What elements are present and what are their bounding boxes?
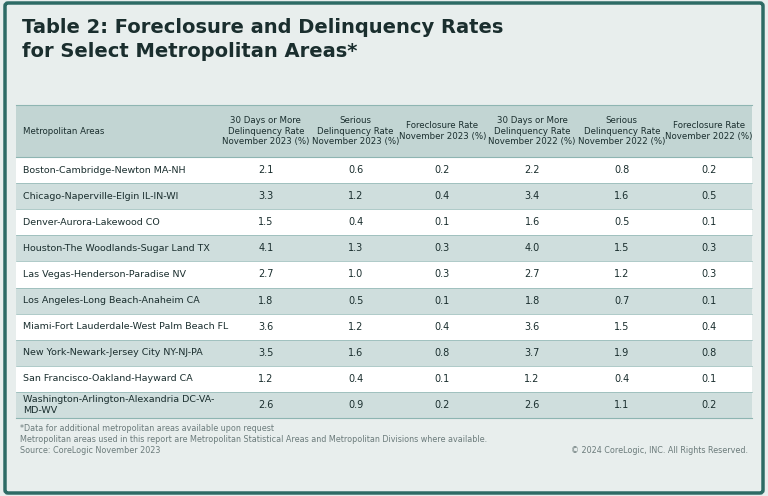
Text: 0.1: 0.1	[701, 374, 717, 384]
Text: *Data for additional metropolitan areas available upon request: *Data for additional metropolitan areas …	[20, 424, 274, 433]
Text: 0.1: 0.1	[701, 296, 717, 306]
Text: Denver-Aurora-Lakewood CO: Denver-Aurora-Lakewood CO	[23, 218, 160, 227]
Text: 1.6: 1.6	[614, 191, 630, 201]
Text: 1.9: 1.9	[614, 348, 630, 358]
Text: 0.2: 0.2	[435, 400, 450, 410]
FancyBboxPatch shape	[16, 366, 752, 392]
FancyBboxPatch shape	[16, 392, 752, 418]
Text: 3.7: 3.7	[525, 348, 540, 358]
Text: 2.6: 2.6	[258, 400, 273, 410]
Text: 3.6: 3.6	[258, 321, 273, 332]
Text: Foreclosure Rate
November 2023 (%): Foreclosure Rate November 2023 (%)	[399, 121, 486, 141]
Text: 0.9: 0.9	[348, 400, 363, 410]
Text: San Francisco-Oakland-Hayward CA: San Francisco-Oakland-Hayward CA	[23, 374, 193, 383]
Text: 1.0: 1.0	[348, 269, 363, 279]
Text: 0.4: 0.4	[435, 191, 450, 201]
Text: 0.3: 0.3	[701, 244, 717, 253]
FancyBboxPatch shape	[16, 261, 752, 288]
Text: 1.2: 1.2	[348, 321, 363, 332]
Text: 0.2: 0.2	[701, 400, 717, 410]
Text: 1.5: 1.5	[258, 217, 273, 227]
Text: 0.1: 0.1	[701, 217, 717, 227]
Text: 1.6: 1.6	[348, 348, 363, 358]
Text: 0.7: 0.7	[614, 296, 630, 306]
FancyBboxPatch shape	[16, 105, 752, 157]
Text: 0.1: 0.1	[435, 374, 450, 384]
Text: 0.8: 0.8	[435, 348, 450, 358]
Text: 0.2: 0.2	[701, 165, 717, 175]
Text: New York-Newark-Jersey City NY-NJ-PA: New York-Newark-Jersey City NY-NJ-PA	[23, 348, 203, 357]
Text: 0.2: 0.2	[435, 165, 450, 175]
Text: Foreclosure Rate
November 2022 (%): Foreclosure Rate November 2022 (%)	[665, 121, 753, 141]
Text: 1.5: 1.5	[614, 244, 630, 253]
Text: 30 Days or More
Delinquency Rate
November 2023 (%): 30 Days or More Delinquency Rate Novembe…	[222, 116, 310, 146]
Text: 2.7: 2.7	[258, 269, 273, 279]
Text: 2.7: 2.7	[525, 269, 540, 279]
Text: 1.2: 1.2	[348, 191, 363, 201]
FancyBboxPatch shape	[16, 313, 752, 340]
Text: 0.5: 0.5	[614, 217, 630, 227]
Text: 3.4: 3.4	[525, 191, 540, 201]
Text: 0.3: 0.3	[701, 269, 717, 279]
Text: 2.6: 2.6	[525, 400, 540, 410]
FancyBboxPatch shape	[16, 183, 752, 209]
Text: 0.3: 0.3	[435, 269, 450, 279]
Text: 0.8: 0.8	[614, 165, 630, 175]
Text: Source: CoreLogic November 2023: Source: CoreLogic November 2023	[20, 446, 161, 455]
Text: Metropolitan areas used in this report are Metropolitan Statistical Areas and Me: Metropolitan areas used in this report a…	[20, 435, 487, 444]
Text: 2.1: 2.1	[258, 165, 273, 175]
Text: Boston-Cambridge-Newton MA-NH: Boston-Cambridge-Newton MA-NH	[23, 166, 186, 175]
Text: Serious
Delinquency Rate
November 2022 (%): Serious Delinquency Rate November 2022 (…	[578, 116, 666, 146]
Text: 0.5: 0.5	[348, 296, 363, 306]
Text: 3.6: 3.6	[525, 321, 540, 332]
Text: Houston-The Woodlands-Sugar Land TX: Houston-The Woodlands-Sugar Land TX	[23, 244, 210, 253]
Text: 1.8: 1.8	[525, 296, 540, 306]
FancyBboxPatch shape	[16, 340, 752, 366]
Text: 0.4: 0.4	[435, 321, 450, 332]
Text: 4.1: 4.1	[258, 244, 273, 253]
Text: 1.6: 1.6	[525, 217, 540, 227]
Text: 1.3: 1.3	[348, 244, 363, 253]
Text: 1.2: 1.2	[258, 374, 273, 384]
Text: © 2024 CoreLogic, INC. All Rights Reserved.: © 2024 CoreLogic, INC. All Rights Reserv…	[571, 446, 748, 455]
Text: 1.1: 1.1	[614, 400, 630, 410]
Text: 3.5: 3.5	[258, 348, 273, 358]
Text: 0.6: 0.6	[348, 165, 363, 175]
Text: 4.0: 4.0	[525, 244, 540, 253]
Text: Washington-Arlington-Alexandria DC-VA-
MD-WV: Washington-Arlington-Alexandria DC-VA- M…	[23, 395, 214, 415]
Text: 0.5: 0.5	[701, 191, 717, 201]
Text: Table 2: Foreclosure and Delinquency Rates
for Select Metropolitan Areas*: Table 2: Foreclosure and Delinquency Rat…	[22, 18, 503, 61]
Text: Chicago-Naperville-Elgin IL-IN-WI: Chicago-Naperville-Elgin IL-IN-WI	[23, 191, 178, 201]
FancyBboxPatch shape	[16, 157, 752, 183]
FancyBboxPatch shape	[16, 209, 752, 235]
Text: 0.4: 0.4	[348, 374, 363, 384]
Text: 0.1: 0.1	[435, 296, 450, 306]
Text: 2.2: 2.2	[525, 165, 540, 175]
Text: 0.4: 0.4	[348, 217, 363, 227]
FancyBboxPatch shape	[16, 235, 752, 261]
Text: Las Vegas-Henderson-Paradise NV: Las Vegas-Henderson-Paradise NV	[23, 270, 186, 279]
Text: 0.3: 0.3	[435, 244, 450, 253]
Text: 1.5: 1.5	[614, 321, 630, 332]
FancyBboxPatch shape	[5, 3, 763, 493]
Text: 30 Days or More
Delinquency Rate
November 2022 (%): 30 Days or More Delinquency Rate Novembe…	[488, 116, 576, 146]
Text: 0.4: 0.4	[701, 321, 717, 332]
Text: Miami-Fort Lauderdale-West Palm Beach FL: Miami-Fort Lauderdale-West Palm Beach FL	[23, 322, 228, 331]
Text: Los Angeles-Long Beach-Anaheim CA: Los Angeles-Long Beach-Anaheim CA	[23, 296, 200, 305]
Text: Metropolitan Areas: Metropolitan Areas	[23, 126, 104, 135]
Text: 1.2: 1.2	[525, 374, 540, 384]
Text: Serious
Delinquency Rate
November 2023 (%): Serious Delinquency Rate November 2023 (…	[312, 116, 399, 146]
Text: 1.2: 1.2	[614, 269, 630, 279]
Text: 0.1: 0.1	[435, 217, 450, 227]
Text: 0.4: 0.4	[614, 374, 630, 384]
FancyBboxPatch shape	[16, 288, 752, 313]
Text: 3.3: 3.3	[258, 191, 273, 201]
Text: 1.8: 1.8	[258, 296, 273, 306]
Text: 0.8: 0.8	[701, 348, 717, 358]
